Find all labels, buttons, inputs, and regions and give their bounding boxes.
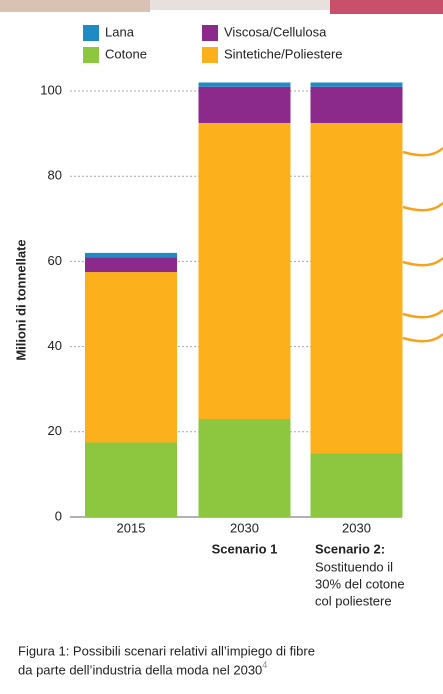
x-tick-label: 2030 (230, 520, 259, 535)
legend-swatch (202, 25, 218, 41)
legend-swatch (83, 25, 99, 41)
x-tick-label: 2015 (117, 520, 146, 535)
y-tick-label: 100 (40, 82, 62, 97)
y-tick-label: 60 (48, 253, 62, 268)
bar-segment (310, 86, 403, 123)
legend-label: Lana (105, 24, 135, 39)
photo-strip (150, 0, 330, 10)
legend-swatch (202, 47, 218, 63)
photo-strip (0, 0, 150, 12)
caption: Figura 1: Possibili scenari relativi all… (18, 643, 315, 658)
y-tick-label: 20 (48, 423, 62, 438)
scenario-note: Sostituendo il (315, 559, 393, 574)
legend-swatch (83, 47, 99, 63)
bar-segment (85, 272, 177, 443)
legend-label: Viscosa/Cellulosa (224, 24, 327, 39)
caption: da parte dell’industria della moda nel 2… (18, 660, 267, 677)
x-tick-label: 2030 (342, 520, 371, 535)
photo-strip (330, 0, 443, 14)
y-axis-label: Milioni di tonnellate (13, 239, 28, 360)
legend-label: Sintetiche/Poliestere (224, 46, 343, 61)
bar-segment (85, 442, 177, 517)
bar-segment (310, 453, 403, 517)
caption-ref: 4 (262, 660, 267, 670)
y-tick-label: 40 (48, 338, 62, 353)
scenario-note: 30% del cotone (315, 576, 405, 591)
scenario-title: Scenario 2: (315, 541, 385, 556)
bar-segment (310, 122, 403, 454)
y-tick-label: 80 (48, 168, 62, 183)
y-tick-label: 0 (55, 508, 62, 523)
bar-segment (310, 82, 403, 87)
bar-segment (198, 82, 291, 87)
bar-segment (198, 122, 291, 420)
bar-segment (85, 257, 177, 273)
scenario-note: col poliestere (315, 593, 392, 608)
legend-label: Cotone (105, 46, 147, 61)
decor-curves (402, 147, 443, 343)
bar-segment (85, 252, 177, 258)
bar-segment (198, 86, 291, 123)
bar-segment (198, 419, 291, 517)
scenario-title: Scenario 1 (212, 541, 278, 556)
